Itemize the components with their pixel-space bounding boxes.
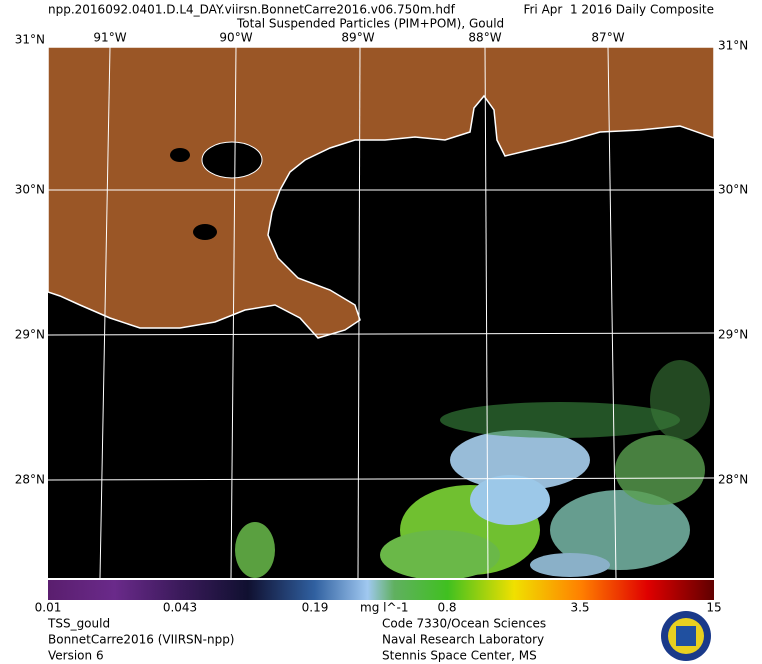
grid-line: [48, 332, 714, 336]
grid-line: [99, 47, 111, 578]
lon-label: 90°W: [219, 31, 252, 45]
colorbar-tick-label: 0.8: [437, 601, 456, 615]
colorbar: [48, 580, 714, 600]
lat-label: 31°N: [718, 39, 748, 53]
lat-label: 29°N: [15, 328, 45, 342]
lon-label: 91°W: [93, 31, 126, 45]
footer-right-line: Stennis Space Center, MS: [382, 649, 537, 663]
logo: [661, 611, 711, 661]
grid-line: [607, 47, 617, 578]
lon-label: 89°W: [341, 31, 374, 45]
footer-left-line: BonnetCarre2016 (VIIRSN-npp): [48, 633, 235, 647]
title: Total Suspended Particles (PIM+POM), Gou…: [236, 17, 504, 31]
graticule-labels: 91°W 90°W 89°W 88°W 87°W 31°N 30°N 29°N 28°N 31°N…: [15, 31, 749, 487]
lon-label: 88°W: [468, 31, 501, 45]
grid-line: [357, 47, 361, 578]
colorbar-tick-label: 0.01: [35, 601, 62, 615]
lat-label: 30°N: [718, 183, 748, 197]
lake: [170, 148, 190, 162]
footer: TSS_gould BonnetCarre2016 (VIIRSN-npp) Ver…: [47, 617, 546, 663]
colorbar-tick-label: 0.19: [302, 601, 329, 615]
grid: [48, 47, 714, 578]
grid-line: [48, 477, 714, 481]
grid-line: [230, 47, 237, 578]
colorbar-tick-label: 0.043: [163, 601, 197, 615]
lat-label: 28°N: [718, 473, 748, 487]
footer-left-line: TSS_gould: [47, 617, 110, 631]
footer-right-line: Code 7330/Ocean Sciences: [382, 617, 546, 631]
grid-line: [484, 47, 489, 578]
lake: [201, 141, 263, 179]
footer-left-line: Version 6: [48, 649, 104, 663]
colorbar-tick-label: 3.5: [570, 601, 589, 615]
lake: [193, 224, 217, 240]
land: [48, 47, 714, 339]
filename: npp.2016092.0401.D.L4_DAY.viirsn.BonnetC…: [48, 3, 456, 17]
colorbar-tick-label: 15: [706, 601, 721, 615]
colorbar-unit: mg l^-1: [360, 601, 408, 615]
colorbar-ticks: 0.01 0.043 0.19 0.8 3.5 15: [35, 601, 722, 615]
footer-right-line: Naval Research Laboratory: [382, 633, 544, 647]
map: [48, 47, 714, 578]
lat-label: 29°N: [718, 328, 748, 342]
lat-label: 30°N: [15, 183, 45, 197]
logo-shield: [676, 626, 696, 646]
lon-label: 87°W: [591, 31, 624, 45]
lat-label: 28°N: [15, 473, 45, 487]
lat-label: 31°N: [15, 33, 45, 47]
water-color: [235, 360, 710, 578]
date: Fri Apr 1 2016 Daily Composite: [523, 3, 714, 17]
